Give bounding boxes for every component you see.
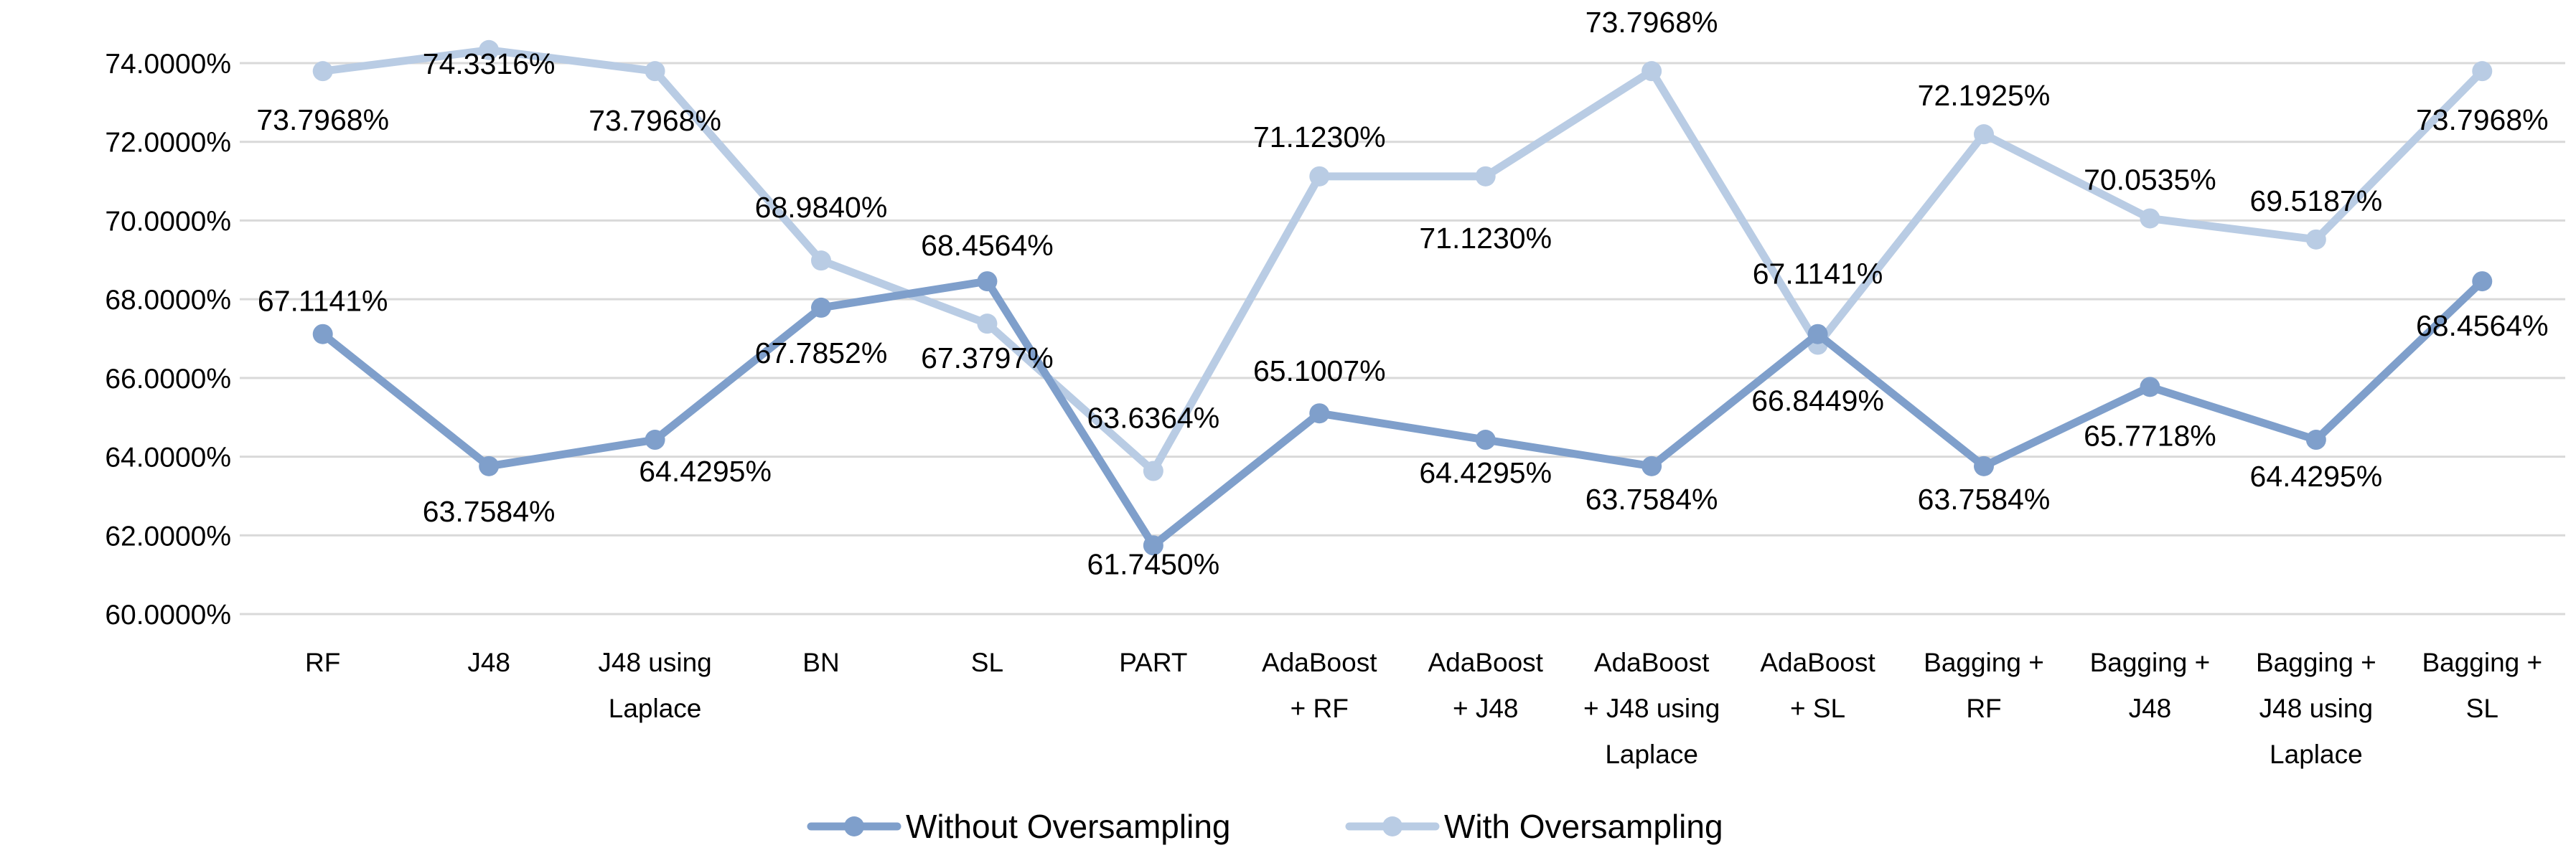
data-label: 63.6364%	[1087, 402, 1220, 435]
data-point	[2140, 208, 2160, 229]
data-point	[312, 61, 333, 82]
data-point	[1641, 456, 1662, 476]
x-tick-label: Bagging + SL	[2422, 648, 2542, 723]
x-tick-label: Bagging + J48 using Laplace	[2256, 648, 2376, 769]
data-point	[811, 297, 831, 318]
data-point	[1807, 324, 1828, 344]
data-label: 69.5187%	[2250, 184, 2383, 217]
data-label: 64.4295%	[639, 455, 772, 488]
data-label: 70.0535%	[2084, 163, 2216, 196]
series-line	[319, 277, 2486, 550]
data-label: 68.9840%	[755, 191, 888, 224]
x-tick-label: Bagging + RF	[1924, 648, 2044, 723]
data-point	[645, 61, 665, 82]
y-tick-label: 64.0000%	[105, 443, 231, 473]
data-point	[479, 456, 500, 476]
series	[312, 39, 2493, 556]
y-tick-label: 62.0000%	[105, 521, 231, 552]
data-point	[1309, 403, 1330, 424]
x-tick-label: RF	[305, 648, 340, 677]
data-label: 64.4295%	[1419, 456, 1552, 489]
data-label: 63.7584%	[1918, 483, 2051, 516]
data-label: 67.1141%	[1753, 258, 1883, 291]
legend-swatch-marker	[1382, 816, 1402, 836]
x-tick-label: J48	[467, 648, 510, 677]
data-label: 74.3316%	[423, 47, 556, 80]
data-label: 71.1230%	[1419, 222, 1552, 255]
x-tick-label: AdaBoost + J48	[1428, 648, 1543, 723]
y-tick-label: 66.0000%	[105, 364, 231, 395]
data-point	[1309, 166, 1330, 187]
gridlines	[240, 62, 2565, 616]
data-point	[2305, 430, 2326, 451]
data-label: 67.3797%	[921, 341, 1054, 374]
data-label: 73.7968%	[1586, 6, 1718, 39]
data-point	[2472, 61, 2493, 82]
data-point	[977, 313, 998, 334]
data-labels: 67.1141% 63.7584% 64.4295% 67.7852% 68.4564%…	[256, 6, 2548, 580]
data-label: 66.8449%	[1751, 385, 1884, 418]
data-point	[811, 250, 831, 271]
y-tick-label: 68.0000%	[105, 285, 231, 316]
data-label: 72.1925%	[1918, 79, 2051, 112]
data-point	[645, 430, 665, 451]
data-point	[2305, 229, 2326, 250]
data-label: 61.7450%	[1087, 547, 1220, 580]
data-point	[1974, 456, 1994, 476]
y-axis-ticks: 60.0000% 62.0000% 64.0000% 66.0000% 68.0000%…	[105, 49, 231, 631]
y-tick-label: 74.0000%	[105, 49, 231, 80]
data-label: 71.1230%	[1253, 121, 1386, 154]
legend-item: Without Oversampling	[807, 808, 1231, 845]
x-tick-label: BN	[802, 648, 839, 677]
data-point	[1974, 124, 1994, 145]
data-point	[1143, 535, 1163, 556]
x-tick-label: J48 using Laplace	[598, 648, 711, 723]
data-point	[977, 271, 998, 292]
x-axis-ticks: RF J48 J48 using Laplace BN SL PART AdaBoost + R…	[305, 648, 2542, 769]
x-tick-label: PART	[1119, 648, 1187, 677]
data-point	[2140, 377, 2160, 397]
data-label: 65.7718%	[2084, 419, 2216, 452]
x-tick-label: SL	[971, 648, 1003, 677]
legend-label: Without Oversampling	[906, 808, 1231, 845]
data-label: 68.4564%	[2416, 309, 2549, 342]
data-label: 63.7584%	[1586, 483, 1718, 516]
data-label: 73.7968%	[589, 104, 721, 137]
data-label: 67.7852%	[755, 336, 888, 369]
data-label: 64.4295%	[2250, 460, 2383, 493]
x-tick-label: Bagging + J48	[2090, 648, 2211, 723]
y-tick-label: 72.0000%	[105, 128, 231, 159]
data-label: 63.7584%	[423, 495, 556, 528]
y-tick-label: 70.0000%	[105, 206, 231, 237]
data-label: 67.1141%	[258, 285, 388, 318]
legend-item: With Oversampling	[1345, 808, 1723, 845]
data-label: 73.7968%	[2416, 103, 2549, 136]
data-point	[1475, 430, 1496, 451]
data-point	[1143, 461, 1163, 481]
data-label: 73.7968%	[256, 103, 389, 136]
legend: Without Oversampling With Oversampling	[807, 808, 1723, 845]
legend-label: With Oversampling	[1444, 808, 1723, 845]
data-point	[2472, 271, 2493, 292]
data-point	[479, 39, 500, 60]
x-tick-label: AdaBoost + SL	[1760, 648, 1875, 723]
y-tick-label: 60.0000%	[105, 600, 231, 631]
data-label: 65.1007%	[1253, 354, 1386, 387]
x-tick-label: AdaBoost + RF	[1262, 648, 1377, 723]
x-tick-label: AdaBoost + J48 using Laplace	[1583, 648, 1720, 769]
series-line	[319, 46, 2486, 476]
data-point	[1641, 61, 1662, 82]
data-label: 68.4564%	[921, 229, 1054, 262]
data-point	[312, 324, 333, 344]
legend-swatch-marker	[844, 816, 864, 836]
data-point	[1475, 166, 1496, 187]
